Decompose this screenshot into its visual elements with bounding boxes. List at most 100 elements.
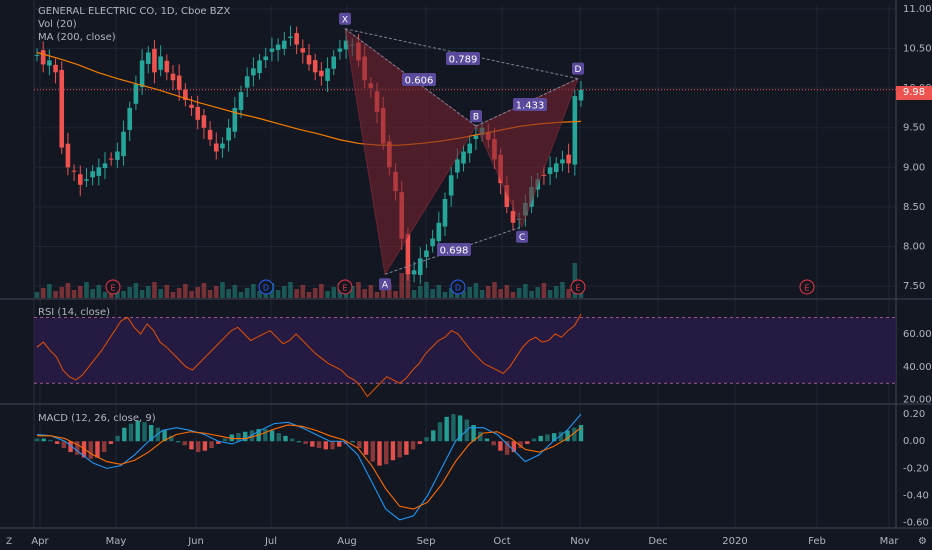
price-axis-tick: 10.50: [903, 44, 932, 55]
macd-histogram-bar: [189, 441, 194, 450]
pattern-point-label: A: [382, 281, 389, 291]
pattern-xab: [344, 27, 477, 276]
volume-bar: [90, 289, 95, 298]
macd-histogram-bar: [330, 441, 335, 450]
candle: [566, 154, 571, 164]
macd-histogram-bar: [384, 441, 389, 465]
candle: [312, 60, 318, 73]
candle: [90, 171, 95, 178]
volume-bar: [319, 284, 324, 298]
macd-axis-tick: 0.20: [903, 409, 925, 420]
ratio-badge: [402, 73, 436, 86]
volume-bar: [560, 282, 565, 298]
rsi-axis-tick: 20.00: [903, 395, 932, 406]
candle: [145, 52, 151, 64]
volume-bar: [541, 283, 547, 298]
volume-bar: [417, 286, 423, 298]
volume-bar: [207, 290, 213, 298]
candle: [430, 238, 435, 247]
volume-bar: [306, 292, 312, 298]
macd-histogram-bar: [350, 441, 355, 443]
volume-bar: [547, 290, 553, 298]
macd-histogram-bar: [578, 424, 584, 442]
volume-bar: [77, 286, 83, 298]
volume-bar: [473, 283, 479, 298]
volume-bar: [238, 292, 244, 298]
dividend-marker-label: D: [455, 284, 461, 293]
macd-histogram-bar: [61, 441, 67, 449]
candle: [343, 40, 349, 50]
earnings-marker-label: E: [575, 284, 580, 293]
volume-bar: [578, 292, 584, 298]
volume-bar: [40, 288, 46, 298]
volume-bar: [424, 282, 429, 298]
candle: [263, 56, 269, 61]
ratio-badge: [437, 243, 471, 256]
volume-bar: [176, 288, 182, 298]
candle: [232, 107, 238, 132]
volume-bar: [448, 288, 454, 298]
candle: [417, 258, 423, 275]
candle: [170, 73, 176, 81]
macd-histogram-bar: [316, 441, 322, 449]
rsi-legend[interactable]: RSI (14, close): [38, 307, 111, 318]
ratio-label: 0.789: [449, 55, 478, 66]
candle: [152, 48, 157, 73]
macd-histogram-bar: [417, 441, 423, 444]
candle: [473, 135, 479, 139]
macd-histogram-bar: [478, 431, 483, 442]
volume-bar: [127, 287, 133, 298]
time-axis-tick: Oct: [493, 536, 510, 547]
volume-bar: [535, 287, 541, 298]
volume-bar: [133, 283, 139, 298]
volume-bar: [226, 289, 231, 298]
pattern-point-badge: [572, 62, 584, 75]
volume-bar: [84, 282, 89, 298]
volume-legend[interactable]: Vol (20): [38, 19, 77, 30]
candle: [127, 107, 133, 130]
signal-line: [37, 424, 582, 510]
settings-icon: ⚙: [918, 536, 927, 547]
macd-histogram-bar: [323, 441, 328, 450]
volume-bar: [164, 285, 170, 298]
candle: [275, 44, 281, 51]
macd-histogram-bar: [303, 441, 308, 444]
candle: [504, 185, 510, 207]
macd-histogram-bar: [296, 441, 302, 443]
time-axis-tick: Jul: [264, 536, 277, 547]
price-axis-tick: 8.50: [903, 202, 925, 213]
macd-histogram-bar: [457, 415, 463, 442]
candle: [572, 96, 578, 165]
candle: [455, 159, 460, 173]
volume-bar: [516, 288, 522, 298]
volume-bar: [213, 286, 219, 298]
candle: [300, 48, 306, 53]
macd-histogram-bar: [377, 441, 382, 466]
candle: [176, 75, 182, 90]
candle: [331, 56, 337, 69]
volume-bar: [244, 288, 250, 298]
volume-bar: [232, 285, 238, 298]
macd-histogram-bar: [209, 441, 214, 449]
volume-bar: [65, 283, 71, 298]
ma-legend[interactable]: MA (200, close): [38, 32, 116, 43]
rsi-axis-tick: 40.00: [903, 362, 932, 373]
macd-histogram-bar: [229, 434, 234, 442]
candle: [133, 84, 139, 104]
volume-bar: [374, 292, 380, 298]
symbol-title[interactable]: GENERAL ELECTRIC CO, 1D, Cboe BZX: [38, 6, 231, 17]
candle: [226, 127, 231, 141]
macd-histogram-bar: [236, 433, 241, 442]
volume-bar: [442, 292, 448, 298]
volume-bar: [152, 282, 157, 298]
candle: [269, 48, 275, 52]
macd-legend[interactable]: MACD (12, 26, close, 9): [38, 413, 156, 424]
volume-bar: [189, 291, 194, 298]
event-marker: [258, 279, 274, 295]
pattern-point-badge: [339, 12, 351, 25]
candle: [436, 222, 442, 242]
macd-histogram-bar: [142, 422, 147, 442]
candle: [424, 250, 429, 258]
macd-histogram-bar: [504, 441, 510, 455]
